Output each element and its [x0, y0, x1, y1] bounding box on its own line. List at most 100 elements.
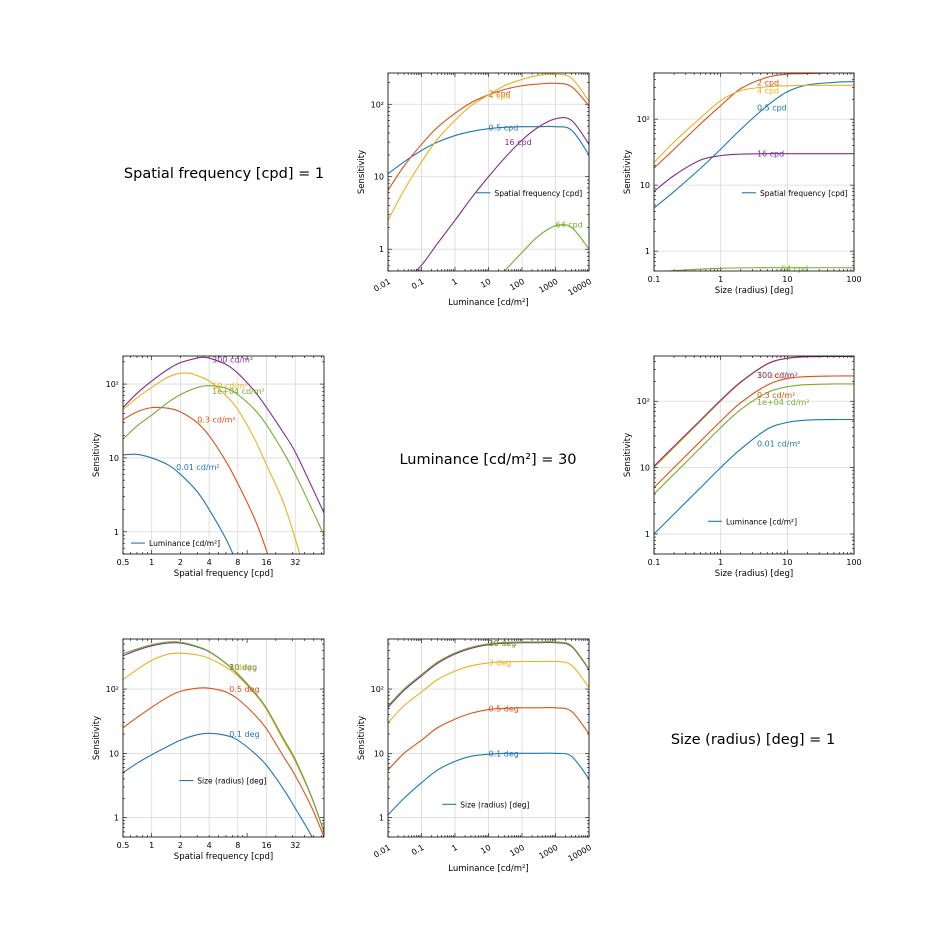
x-tick-label: 100 — [508, 843, 526, 858]
x-tick-label: 0.1 — [410, 277, 426, 291]
plot-frame — [653, 72, 855, 272]
plot-frame — [387, 638, 590, 838]
series-label-0-3-cd-m: 0.3 cd/m² — [197, 416, 235, 425]
x-tick-label: 10 — [479, 843, 492, 856]
series-line-16-cpd — [415, 116, 589, 271]
minor-ticks — [122, 638, 324, 838]
y-tick-label: 10 — [109, 454, 119, 463]
series-label-16-cpd: 16 cpd — [757, 150, 784, 159]
y-tick-label: 10 — [374, 749, 384, 758]
y-axis-label: Sensitivity — [623, 150, 633, 194]
minor-ticks — [653, 72, 855, 272]
x-tick-label: 10 — [782, 558, 792, 567]
x-tick-label: 0.1 — [648, 558, 661, 567]
series-label-1e-04-cd-m: 1e+04 cd/m² — [212, 387, 265, 396]
series-line-3-deg — [388, 660, 589, 724]
x-tick-label: 16 — [261, 841, 271, 850]
y-tick-label: 10 — [374, 173, 384, 182]
plot-frame — [122, 638, 325, 838]
x-tick-label: 0.5 — [117, 558, 130, 567]
x-axis-label: Size (radius) [deg] — [715, 286, 793, 296]
series-line-10-deg — [123, 642, 324, 833]
series-label-2-cpd: 2 cpd — [489, 90, 511, 99]
y-tick-label: 10 — [640, 464, 650, 473]
x-tick-label: 2 — [178, 841, 183, 850]
legend: Luminance [cd/m²] — [708, 517, 797, 526]
series-label-10-cd-m: 10 cd/m² — [212, 382, 248, 391]
x-tick-label: 8 — [235, 841, 240, 850]
series-line-0-3-cd-m — [123, 406, 269, 554]
x-tick-label: 100 — [846, 275, 861, 284]
y-tick-label: 10² — [371, 685, 384, 694]
legend: Spatial frequency [cpd] — [476, 189, 582, 198]
panel-8-text: Size (radius) [deg] = 1 — [671, 732, 835, 748]
series-line-16-cpd — [654, 153, 854, 192]
series-label-10-deg: 10 deg — [229, 663, 257, 672]
y-tick-label: 1 — [379, 814, 384, 823]
series-line-10-cd-m — [654, 356, 854, 469]
series-line-1e-04-cd-m — [123, 385, 324, 536]
y-tick-label: 1 — [114, 528, 119, 537]
series-label-0-1-deg: 0.1 deg — [229, 730, 259, 739]
series-line-64-cpd — [503, 224, 589, 271]
series-label-0-1-deg: 0.1 deg — [489, 749, 519, 758]
series-label-0-01-cd-m: 0.01 cd/m² — [757, 440, 801, 449]
y-tick-label: 10² — [371, 100, 384, 109]
y-axis-label: Sensitivity — [623, 433, 633, 477]
legend: Luminance [cd/m²] — [131, 539, 220, 548]
plot-frame — [122, 355, 325, 555]
x-tick-label: 1 — [149, 558, 154, 567]
x-axis-label: Spatial frequency [cpd] — [174, 569, 273, 579]
series-label-16-cpd: 16 cpd — [504, 138, 531, 147]
x-tick-label: 1000 — [537, 277, 559, 295]
series-label-20-deg: 20 deg — [229, 663, 257, 672]
x-tick-label: 16 — [261, 558, 271, 567]
panel-4: Luminance [cd/m²] = 30 — [399, 452, 576, 468]
x-tick-label: 32 — [290, 558, 300, 567]
y-axis-label: Sensitivity — [357, 716, 367, 760]
y-tick-label: 10² — [106, 380, 119, 389]
y-tick-label: 1 — [114, 814, 119, 823]
x-tick-label: 1 — [718, 558, 723, 567]
y-tick-label: 10² — [637, 115, 650, 124]
x-tick-label: 1 — [718, 275, 723, 284]
panel-0-text: Spatial frequency [cpd] = 1 — [124, 166, 324, 182]
series-label-20-deg: 20 deg — [489, 639, 517, 648]
x-tick-label: 0.1 — [410, 843, 426, 857]
y-axis-label: Sensitivity — [357, 150, 367, 194]
x-tick-label: 1 — [149, 841, 154, 850]
series-label-0-5-cpd: 0.5 cpd — [757, 104, 787, 113]
x-tick-label: 0.5 — [117, 841, 130, 850]
x-tick-label: 100 — [508, 277, 526, 292]
series-line-0-1-deg — [388, 752, 589, 816]
x-tick-label: 0.01 — [372, 277, 392, 294]
x-tick-label: 100 — [846, 558, 861, 567]
series-line-4-cpd — [654, 84, 854, 163]
legend: Size (radius) [deg] — [179, 777, 267, 786]
series-label-2-cpd: 2 cpd — [757, 78, 779, 87]
series-label-3-deg: 3 deg — [229, 663, 252, 672]
x-tick-label: 1000 — [537, 843, 559, 861]
panel-4-text: Luminance [cd/m²] = 30 — [399, 452, 576, 468]
panel-8: Size (radius) [deg] = 1 — [671, 732, 835, 748]
series-label-64-cpd: 64 cpd — [781, 264, 808, 273]
series-line-20-deg — [388, 641, 589, 707]
series-label-3-deg: 3 deg — [489, 658, 512, 667]
y-tick-label: 10² — [637, 397, 650, 406]
series-line-20-deg — [123, 641, 324, 833]
x-tick-label: 1 — [450, 843, 459, 853]
plot-frame — [653, 355, 855, 555]
series-label-4-cpd: 4 cpd — [757, 87, 779, 96]
series-line-0-3-cd-m — [654, 375, 854, 488]
x-axis-label: Luminance [cd/m²] — [448, 864, 528, 874]
series-label-0-3-cd-m: 0.3 cd/m² — [757, 391, 795, 400]
series-label-4-cpd: 4 cpd — [489, 91, 511, 100]
series-label-0-01-cd-m: 0.01 cd/m² — [176, 463, 220, 472]
legend-label: Size (radius) [deg] — [197, 777, 266, 786]
legend-label: Size (radius) [deg] — [460, 800, 529, 809]
series-line-0-01-cd-m — [654, 418, 854, 535]
series-label-64-cpd: 64 cpd — [556, 220, 583, 229]
